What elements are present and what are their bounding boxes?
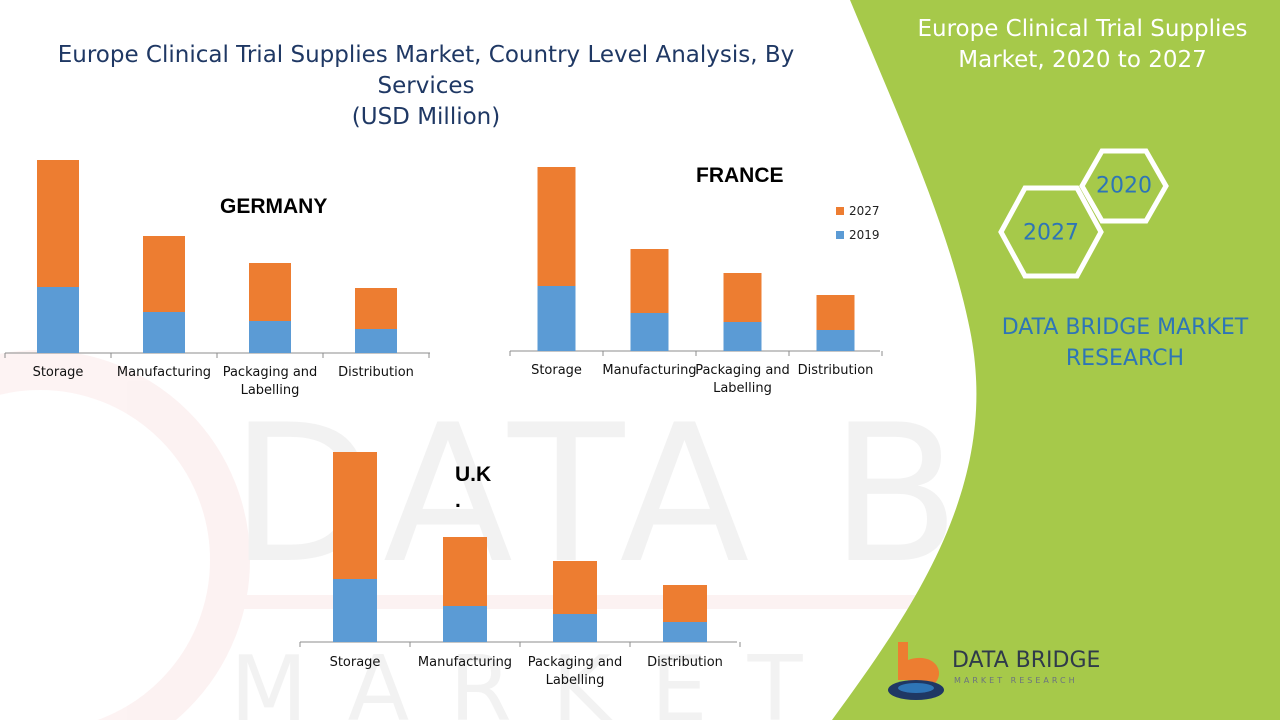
tick-label-france-2: Packaging and Labelling [695,363,790,396]
bar-uk-packaging-and-labelling-2019 [553,614,597,642]
hex-label-front: 2027 [1023,220,1079,246]
bar-france-distribution-2027 [816,295,855,330]
chart-france-title: FRANCE [696,164,784,187]
bar-france-manufacturing-2027 [630,249,669,313]
bar-uk-storage-2027 [333,452,377,579]
logo-mark [888,642,944,700]
logo-sub: MARKET RESEARCH [954,676,1078,685]
legend-swatch-2019 [836,231,844,239]
bar-uk-distribution-2027 [663,585,707,622]
tick-label-france-1: Manufacturing [602,363,697,378]
bar-uk-packaging-and-labelling-2027 [553,561,597,614]
bar-france-packaging-and-labelling-2019 [723,322,762,351]
brand-text-line-1: DATA BRIDGE MARKET [1001,315,1249,340]
tick-label-uk-3: Distribution [647,655,723,670]
hexagon-back [1079,148,1169,224]
main-title-line-1: Europe Clinical Trial Supplies Market, C… [57,42,795,99]
logo-name: DATA BRIDGE [952,648,1101,673]
chart-germany: GERMANY [0,0,440,420]
side-title-line-2: Market, 2020 to 2027 [958,47,1207,73]
hexagon-front [998,185,1104,279]
bar-uk-distribution-2019 [663,622,707,642]
bar-france-packaging-and-labelling-2027 [723,273,762,322]
chart-uk: U.K . [299,452,741,647]
tick-label-france-0: Storage [531,363,582,378]
brand-text-line-2: RESEARCH [1065,346,1185,371]
bar-germany-packaging-and-labelling-2027 [249,263,291,321]
tick-label-germany-1: Manufacturing [116,365,212,380]
watermark-circle [0,350,250,720]
legend-item-2027: 2027 [836,199,880,223]
main-title: Europe Clinical Trial Supplies Market, C… [20,40,832,133]
bar-germany-manufacturing-2027 [143,236,185,312]
hex-label-back: 2020 [1096,173,1152,199]
legend-item-2019: 2019 [836,223,880,247]
chart-france-plot [509,167,883,356]
bar-france-storage-2019 [537,286,576,351]
tick-label-uk-0: Storage [329,655,381,670]
bar-uk-manufacturing-2019 [443,606,487,642]
legend-label-2019: 2019 [849,228,880,242]
bar-germany-distribution-2019 [355,329,397,353]
bar-uk-storage-2019 [333,579,377,642]
bar-uk-manufacturing-2027 [443,537,487,606]
bar-germany-manufacturing-2019 [143,312,185,353]
chart-france-legend: 2027 2019 [836,199,880,247]
legend-label-2027: 2027 [849,204,880,218]
chart-germany-plot [4,160,430,358]
main-title-line-2: (USD Million) [351,104,501,130]
logo: DATA BRIDGE MARKET RESEARCH [880,638,1110,708]
chart-germany-title: GERMANY [220,195,328,218]
bar-germany-packaging-and-labelling-2019 [249,321,291,353]
tick-label-germany-2: Packaging and Labelling [222,365,318,398]
tick-label-uk-1: Manufacturing [417,655,513,670]
tick-label-france-3: Distribution [797,363,874,378]
bar-germany-storage-2019 [37,287,79,353]
bar-france-distribution-2019 [816,330,855,351]
tick-label-germany-0: Storage [32,365,84,380]
chart-uk-title: U.K . [455,463,492,512]
legend-swatch-2027 [836,207,844,215]
chart-france: FRANCE 2027 2019 [0,0,900,420]
tick-label-uk-2: Packaging and Labelling [527,655,623,688]
side-title-line-1: Europe Clinical Trial Supplies [917,16,1248,42]
brand-text: DATA BRIDGE MARKET RESEARCH [985,312,1265,374]
green-sidebar [832,0,1280,720]
side-title: Europe Clinical Trial Supplies Market, 2… [905,14,1260,76]
bar-france-manufacturing-2019 [630,313,669,351]
tick-label-germany-3: Distribution [338,365,414,380]
chart-uk-plot [299,452,741,647]
bar-france-storage-2027 [537,167,576,286]
bar-germany-storage-2027 [37,160,79,287]
bar-germany-distribution-2027 [355,288,397,329]
